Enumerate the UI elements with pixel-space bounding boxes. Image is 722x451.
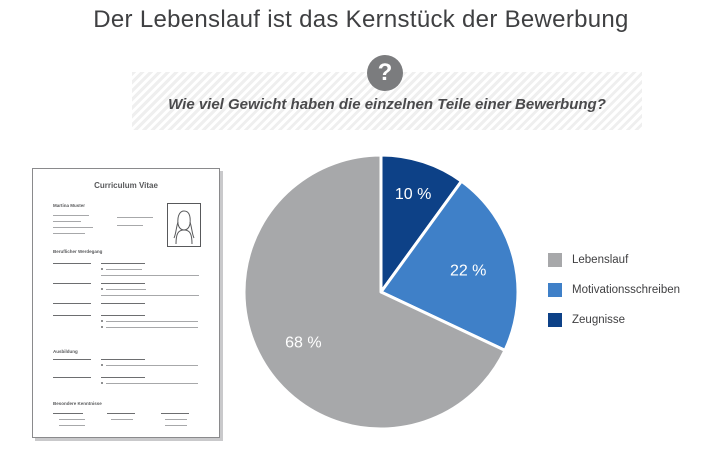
chart-subtitle: Wie viel Gewicht haben die einzelnen Tei… [168, 96, 606, 113]
chart-legend: Lebenslauf Motivationsschreiben Zeugnisse [548, 252, 680, 342]
legend-swatch [548, 312, 562, 327]
cv-bullet [101, 288, 103, 290]
legend-item-lebenslauf: Lebenslauf [548, 252, 680, 267]
legend-swatch [548, 252, 562, 267]
cv-line [165, 419, 187, 420]
legend-swatch [548, 282, 562, 297]
cv-line [106, 327, 198, 328]
cv-title: Curriculum Vitae [94, 181, 158, 190]
cv-line [101, 377, 145, 379]
cv-line [117, 225, 143, 226]
cv-line [106, 269, 142, 270]
cv-line [59, 419, 85, 420]
cv-line [53, 413, 83, 415]
cv-line [53, 221, 81, 222]
cv-bullet [101, 382, 103, 384]
cv-line [53, 233, 85, 234]
pie-slice-lebenslauf [242, 153, 507, 431]
legend-label: Lebenslauf [572, 253, 629, 266]
pie-slice-zeugnisse [379, 153, 464, 294]
cv-line [101, 295, 199, 296]
cv-line [101, 283, 145, 285]
cv-bullet [101, 320, 103, 322]
cv-line [101, 263, 145, 265]
cv-line [101, 315, 145, 317]
cv-line [53, 227, 93, 228]
pie-label-zeugnisse: 10 % [395, 186, 431, 203]
cv-bullet [101, 326, 103, 328]
cv-line [53, 377, 91, 379]
pie-label-lebenslauf: 68 % [285, 334, 321, 351]
cv-line [111, 419, 133, 420]
cv-illustration: Curriculum Vitae Martina Muster Beruflic… [32, 168, 220, 438]
cv-line [53, 303, 91, 305]
cv-section-education: Ausbildung [53, 349, 78, 354]
cv-bullet [101, 268, 103, 270]
pie-label-motivationsschreiben: 22 % [450, 263, 486, 280]
cv-line [161, 413, 189, 415]
cv-line [165, 425, 187, 426]
question-mark-icon: ? [367, 55, 403, 91]
person-silhouette-icon [173, 210, 195, 245]
cv-line [106, 289, 146, 290]
cv-name: Martina Muster [53, 203, 86, 208]
cv-line [101, 359, 145, 361]
cv-line [101, 303, 145, 305]
cv-section-career: Beruflicher Werdegang [53, 249, 103, 254]
cv-photo [167, 203, 201, 247]
cv-line [106, 383, 198, 384]
cv-line [53, 215, 89, 216]
cv-line [53, 283, 91, 285]
legend-item-motivationsschreiben: Motivationsschreiben [548, 282, 680, 297]
cv-line [59, 425, 85, 426]
cv-line [117, 217, 153, 218]
cv-line [107, 413, 135, 415]
legend-item-zeugnisse: Zeugnisse [548, 312, 680, 327]
legend-label: Motivationsschreiben [572, 283, 681, 296]
cv-line [53, 359, 91, 361]
cv-line [101, 275, 199, 276]
cv-line [106, 365, 198, 366]
cv-line [106, 321, 198, 322]
page-title: Der Lebenslauf ist das Kernstück der Bew… [93, 6, 629, 33]
cv-line [53, 263, 91, 265]
cv-section-skills: Besondere Kenntnisse [53, 401, 102, 406]
cv-line [53, 315, 91, 317]
cv-bullet [101, 364, 103, 366]
legend-label: Zeugnisse [572, 313, 626, 326]
